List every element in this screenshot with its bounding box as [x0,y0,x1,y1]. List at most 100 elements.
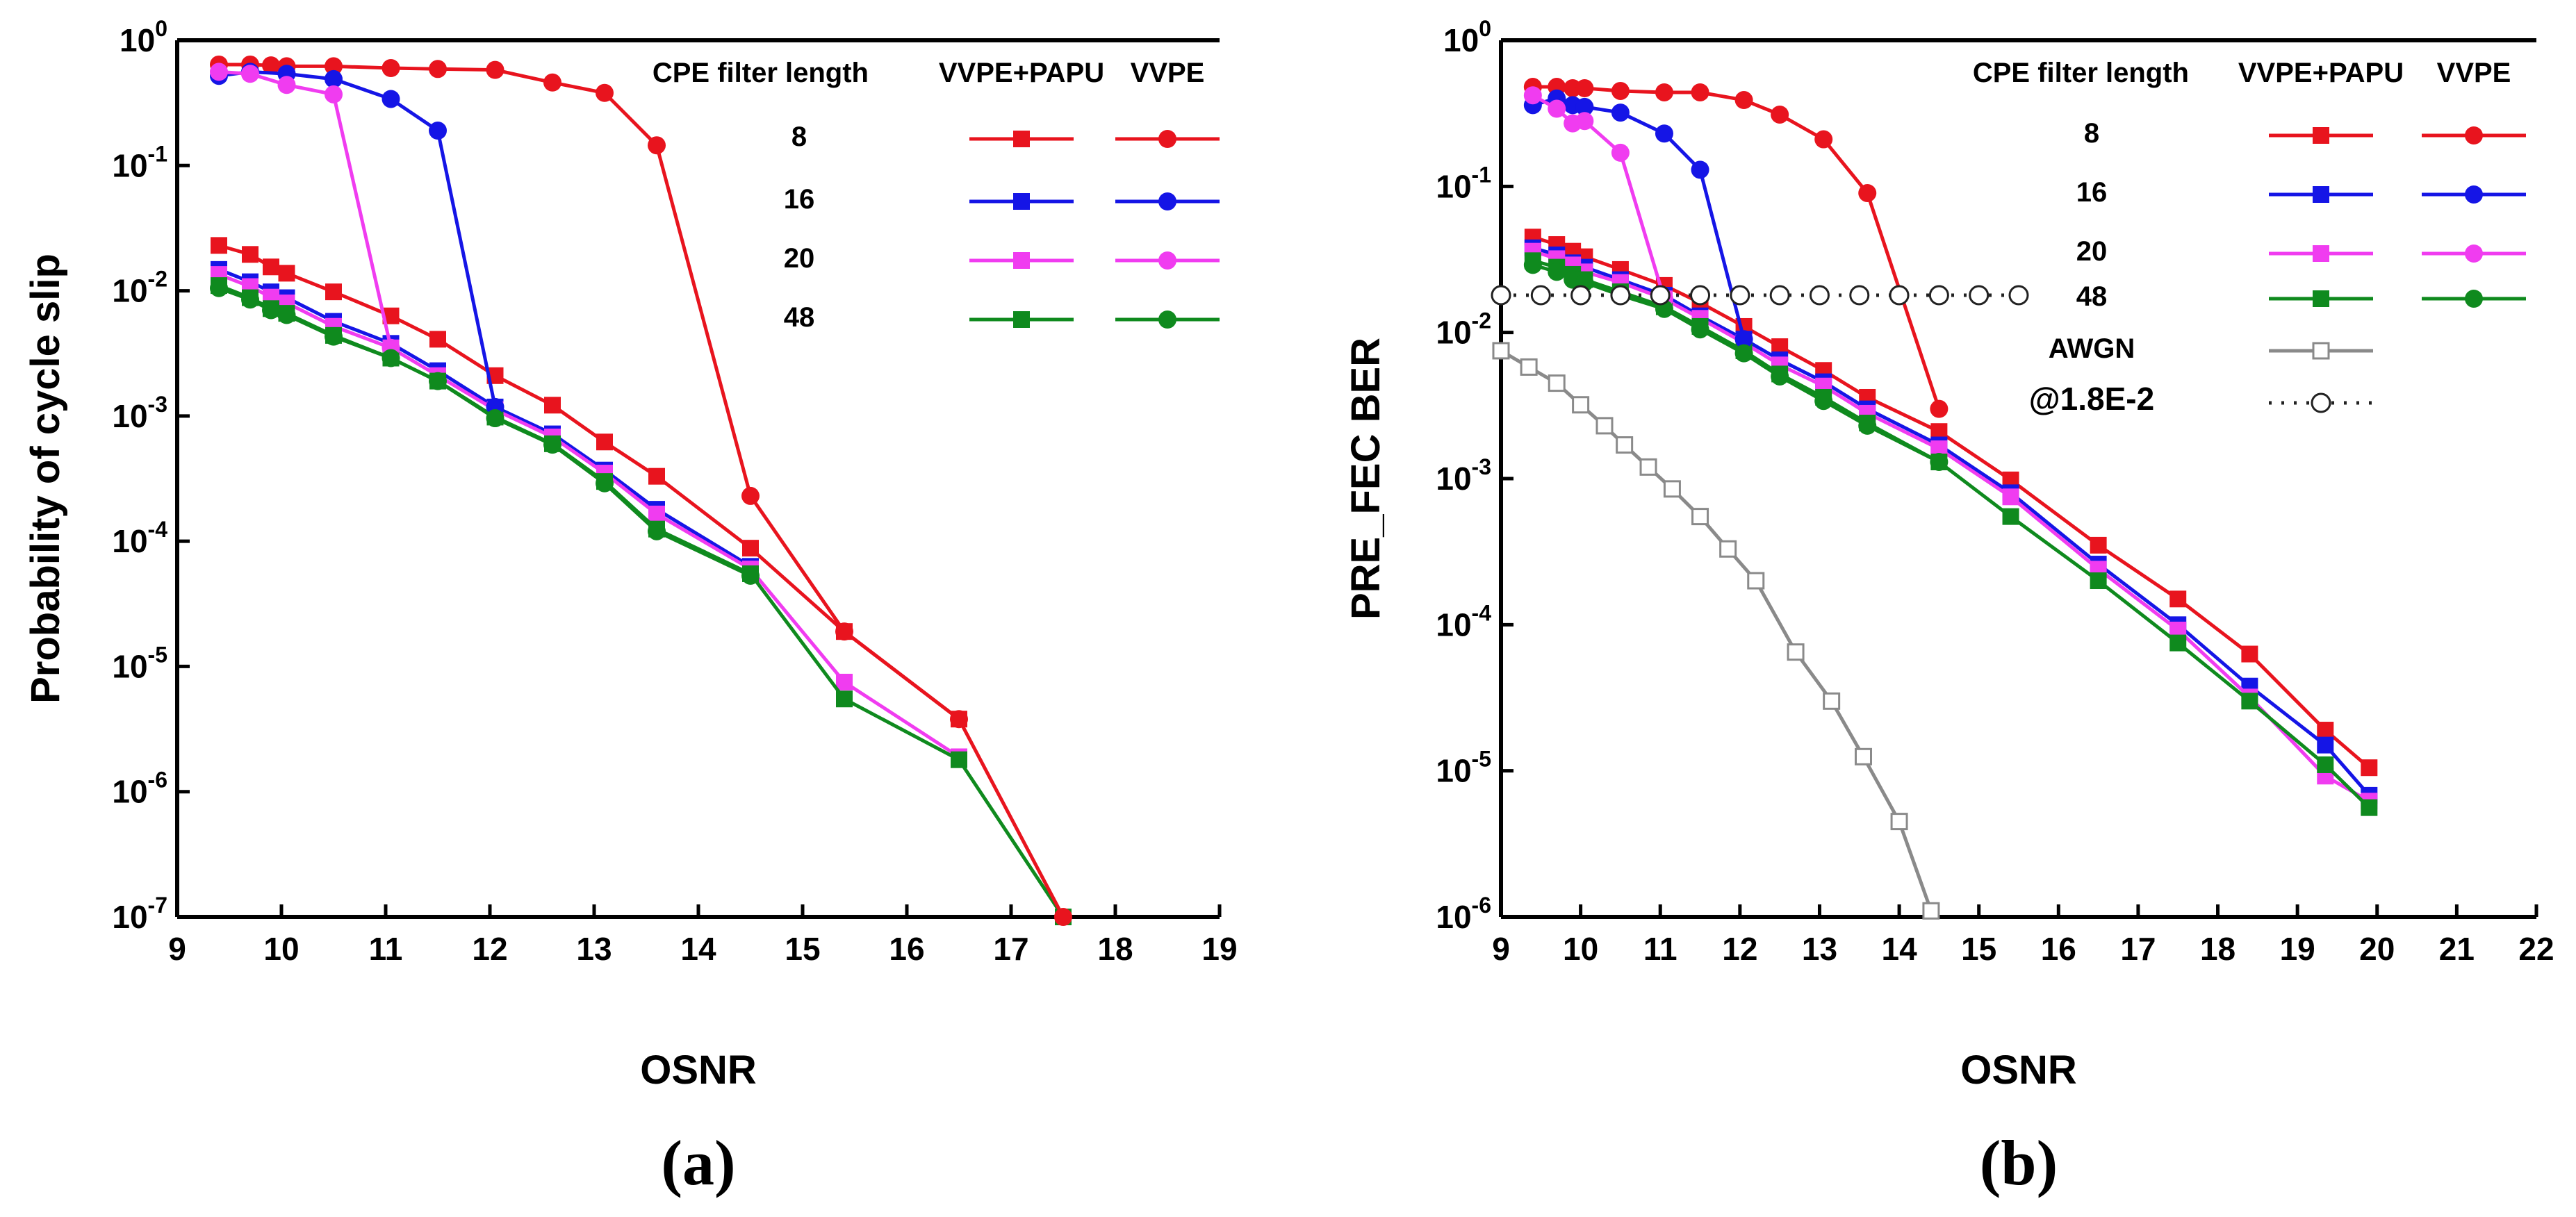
panel-b-label: (b) [1980,1127,2058,1198]
y-tick-label: 10-1 [112,141,167,183]
data-point [1823,692,1841,710]
data-point [1491,285,1511,306]
data-point [1890,813,1908,831]
data-point [1548,99,1566,118]
data-point [543,436,561,454]
series-vvpe-length-48 [210,279,760,585]
data-point [262,56,280,75]
data-point [325,69,343,88]
legend-a-length-8: 8 [791,122,807,152]
legend-swatch-circle [1115,311,1220,329]
data-point [382,90,400,108]
legend-a-length-16: 16 [784,184,815,215]
data-point [1572,396,1590,414]
data-point [1922,902,1940,920]
data-point [242,246,259,263]
panel-a-y-axis-title: Probability of cycle slip [23,254,68,704]
panel-b-y-axis-title: PRE_FEC BER [1343,338,1388,620]
data-point [486,409,504,428]
legend-b-length-48: 48 [2076,281,2108,312]
legend-b-length-20: 20 [2076,236,2108,267]
data-point [648,467,665,485]
x-tick-label: 10 [263,931,299,967]
data-point [325,85,343,104]
x-tick-label: 19 [2280,931,2315,967]
data-point [278,265,295,282]
data-point [1855,747,1872,765]
y-tick-label: 10-6 [112,768,167,810]
data-point [1523,86,1542,105]
y-tick-label: 100 [1443,16,1491,58]
series-line [1500,349,1933,912]
x-tick-label: 10 [1563,931,1598,967]
legend-a-header-length: CPE filter length [653,58,869,88]
data-point [2090,536,2107,554]
data-point [1650,285,1671,306]
data-point [211,237,227,254]
legend-swatch-marker [2313,245,2329,262]
legend-swatch-marker [1013,311,1030,328]
data-point [277,306,296,324]
legend-swatch-marker [1013,252,1030,269]
series-vvpe-length-16 [1523,89,1753,349]
data-point [382,349,400,367]
y-tick-label: 10-3 [112,392,167,434]
data-point [1690,285,1711,306]
legend-b-header-length: CPE filter length [1973,58,2189,88]
y-tick-label: 10-5 [112,642,167,684]
panel-a-series [210,55,1072,926]
data-point [325,283,342,301]
data-point [1734,344,1753,363]
data-point [325,57,343,76]
legend-b-awgn: AWGN [2049,333,2135,364]
panel-b-chart: 9 10 11 12 13 14 15 16 17 18 19 20 21 22 10010-110-21… [1343,16,2554,1198]
legend-b-threshold: @1.8E-2 [2029,381,2154,417]
x-tick-label: 16 [2041,931,2076,967]
legend-swatch-circle [1115,130,1220,148]
series--1-8e-2 [1491,285,2029,306]
panel-b-x-ticks: 9 10 11 12 13 14 15 16 17 18 19 20 21 22 [1492,904,2554,967]
legend-swatch-marker [2311,392,2331,413]
data-point [543,73,561,92]
legend-swatch-marker [1013,193,1030,210]
legend-swatch-marker [2312,342,2330,360]
data-point [741,566,760,585]
x-tick-label: 9 [168,931,186,967]
data-point [1691,83,1709,101]
series-vvpe-length-48 [1523,256,1949,472]
legend-a-length-20: 20 [784,243,815,274]
data-point [2002,488,2019,506]
data-point [1595,417,1614,435]
data-point [1575,97,1594,116]
legend-swatch-marker [1158,192,1176,210]
data-point [429,372,447,390]
data-point [950,710,968,729]
data-point [1787,643,1805,661]
legend-swatch-marker [1013,131,1030,147]
panel-a-x-axis-title: OSNR [640,1048,757,1093]
x-tick-label: 16 [889,931,924,967]
legend-swatch-circle [1115,192,1220,210]
x-tick-label: 12 [1722,931,1757,967]
y-tick-label: 10-1 [1436,162,1491,204]
panel-a-label: (a) [661,1127,735,1198]
data-point [1663,480,1681,498]
legend-b-header-vvpe: VVPE [2437,58,2511,88]
legend-a-header-papu: VVPE+PAPU [939,58,1104,88]
data-point [648,505,665,522]
data-point [2241,645,2258,663]
data-point [1610,285,1631,306]
data-point [596,433,613,451]
x-tick-label: 13 [576,931,612,967]
data-point [382,58,400,77]
data-point [263,258,279,276]
data-point [1734,91,1753,110]
data-point [1575,78,1594,97]
data-point [835,622,853,641]
data-point [2002,508,2019,525]
legend-swatch-threshold [2269,392,2373,413]
legend-swatch-circle [2422,290,2526,308]
data-point [1655,83,1673,101]
data-point [836,690,853,708]
